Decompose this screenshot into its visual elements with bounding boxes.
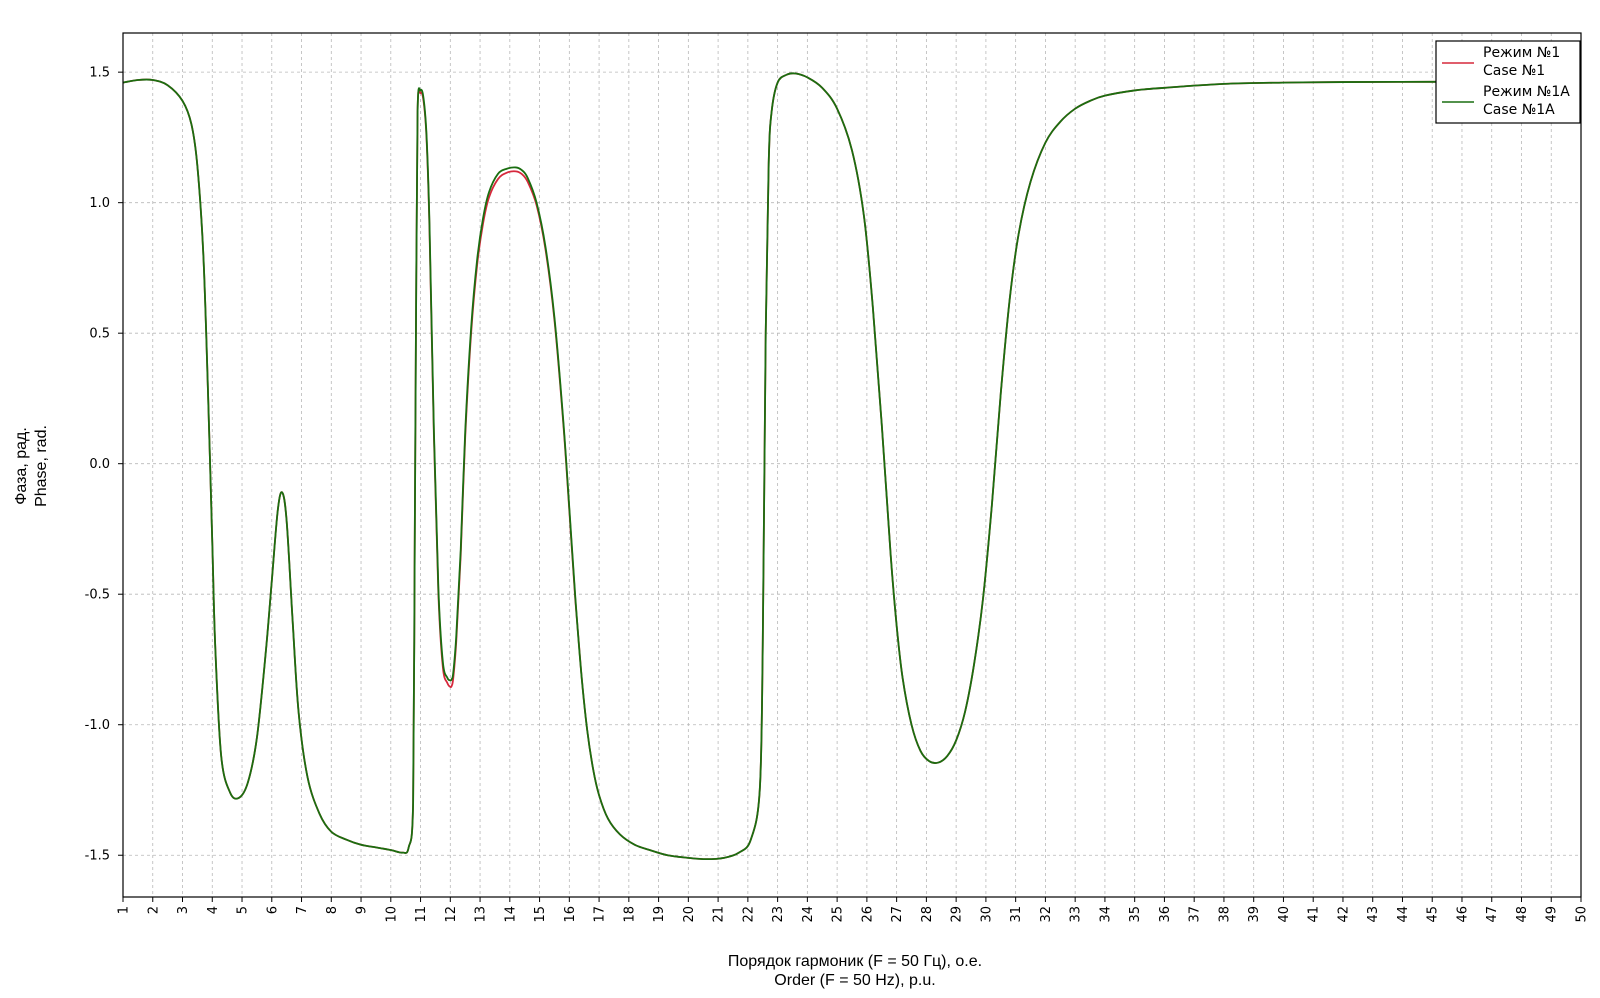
legend-label-case-1a-en: Case №1A — [1483, 102, 1555, 118]
x-tick-label: 1 — [117, 906, 132, 914]
y-axis-label-line-2: Phase, rad. — [33, 425, 50, 507]
x-tick-label: 46 — [1455, 906, 1470, 923]
x-tick-label: 39 — [1247, 906, 1262, 923]
x-tick-label: 23 — [771, 906, 786, 923]
x-tick-label: 21 — [712, 906, 727, 923]
legend-box — [1435, 40, 1581, 124]
x-tick-label: 22 — [741, 906, 756, 923]
x-tick-label: 43 — [1366, 906, 1381, 923]
y-tick-label: 0.0 — [89, 457, 110, 472]
x-tick-label: 11 — [414, 906, 429, 923]
series-line-case-1 — [122, 72, 1581, 861]
legend-label-case-1a-ru: Режим №1A — [1483, 84, 1570, 100]
series-line-case-1a — [122, 72, 1581, 861]
x-tick-label: 20 — [682, 906, 697, 923]
x-tick-label: 50 — [1575, 906, 1590, 923]
y-axis-label-line-1: Фаза, рад. — [13, 427, 30, 505]
x-tick-label: 41 — [1307, 906, 1322, 923]
grid — [122, 33, 1582, 897]
y-tick-label: 0.5 — [89, 327, 110, 342]
x-tick-label: 25 — [831, 906, 846, 923]
x-tick-label: 10 — [384, 906, 399, 923]
legend: Режим №1 Case №1 Режим №1A Case №1A — [1435, 40, 1581, 124]
x-tick-label: 9 — [355, 906, 370, 914]
x-tick-label: 28 — [920, 906, 935, 923]
x-tick-label: 36 — [1158, 906, 1173, 923]
x-tick-label: 47 — [1485, 906, 1500, 923]
x-tick-label: 3 — [176, 906, 191, 914]
x-axis-label-line-1: Порядок гармоник (F = 50 Гц), о.е. — [728, 953, 982, 970]
x-tick-label: 33 — [1069, 906, 1084, 923]
x-tick-label: 13 — [474, 906, 489, 923]
y-tick-label: 1.5 — [89, 66, 110, 81]
y-axis: 1.5 1.0 0.5 0.0 -0.5 -1.0 -1.5 — [85, 66, 123, 864]
x-tick-label: 48 — [1515, 906, 1530, 923]
x-tick-label: 45 — [1426, 906, 1441, 923]
x-tick-label: 14 — [503, 906, 518, 923]
y-tick-label: -1.5 — [85, 849, 110, 864]
legend-label-case-1-en: Case №1 — [1483, 63, 1545, 79]
x-tick-label: 5 — [236, 906, 251, 914]
x-tick-label: 40 — [1277, 906, 1292, 923]
x-axis-label-line-2: Order (F = 50 Hz), p.u. — [774, 972, 935, 989]
x-tick-label: 31 — [1009, 906, 1024, 923]
y-tick-label: 1.0 — [89, 196, 110, 211]
x-tick-label: 44 — [1396, 906, 1411, 923]
plot-area-frame — [122, 32, 1582, 898]
x-tick-label: 6 — [265, 906, 280, 914]
x-tick-label: 34 — [1098, 906, 1113, 923]
x-tick-label: 32 — [1039, 906, 1054, 923]
x-tick-label: 24 — [801, 906, 816, 923]
x-tick-label: 17 — [593, 906, 608, 923]
x-tick-label: 4 — [206, 906, 221, 914]
x-tick-label: 29 — [950, 906, 965, 923]
x-tick-label: 12 — [444, 906, 459, 923]
x-tick-label: 2 — [146, 906, 161, 914]
x-tick-label: 38 — [1217, 906, 1232, 923]
x-tick-label: 30 — [979, 906, 994, 923]
x-tick-label: 19 — [652, 906, 667, 923]
x-tick-label: 42 — [1336, 906, 1351, 923]
x-axis: 1 2 3 4 5 6 7 8 9 10 11 12 13 14 15 16 17 18 19 20 21 22 23 24 2… — [117, 897, 1590, 923]
x-tick-label: 7 — [295, 906, 310, 914]
y-tick-label: -1.0 — [85, 718, 110, 733]
y-tick-label: -0.5 — [85, 588, 110, 603]
x-tick-label: 49 — [1545, 906, 1560, 923]
x-tick-label: 18 — [622, 906, 637, 923]
legend-label-case-1-ru: Режим №1 — [1483, 45, 1560, 61]
x-tick-label: 37 — [1188, 906, 1203, 923]
x-tick-label: 16 — [563, 906, 578, 923]
x-tick-label: 35 — [1128, 906, 1143, 923]
x-tick-label: 15 — [533, 906, 548, 923]
x-tick-label: 26 — [860, 906, 875, 923]
x-tick-label: 27 — [890, 906, 905, 923]
x-tick-label: 8 — [325, 906, 340, 914]
series-lines — [122, 72, 1581, 861]
